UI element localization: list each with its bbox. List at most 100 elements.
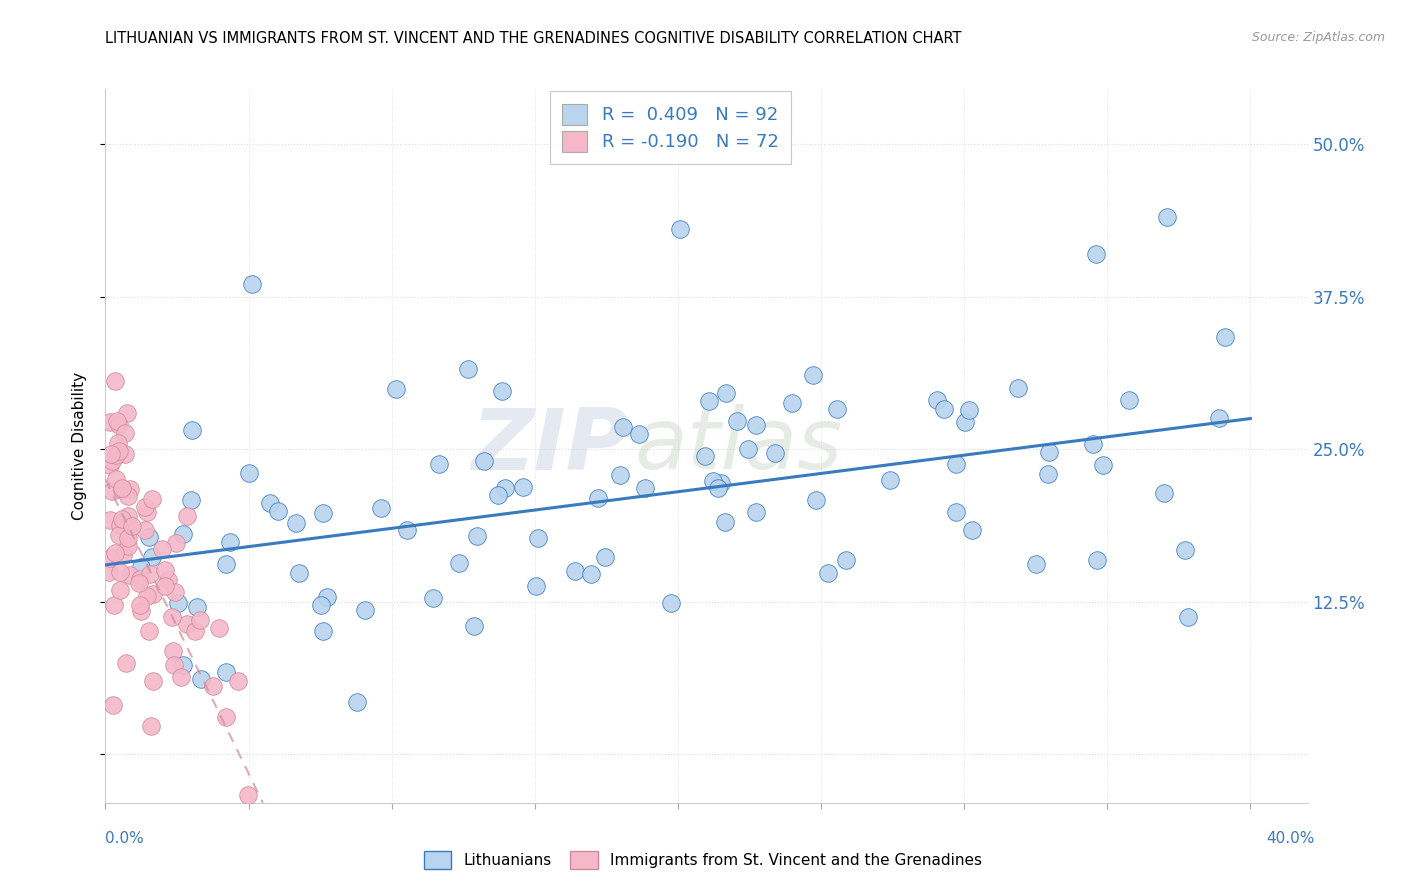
Point	[1007, 381, 1029, 395]
Point	[512, 480, 534, 494]
Point	[98, 566, 121, 580]
Point	[218, 535, 240, 549]
Point	[180, 493, 202, 508]
Point	[111, 481, 134, 495]
Point	[162, 610, 184, 624]
Point	[1025, 557, 1047, 571]
Point	[472, 454, 495, 468]
Point	[101, 484, 124, 499]
Point	[1156, 211, 1178, 225]
Point	[156, 573, 179, 587]
Point	[98, 512, 121, 526]
Point	[100, 447, 122, 461]
Point	[1174, 543, 1197, 558]
Point	[311, 624, 333, 639]
Point	[745, 418, 768, 433]
Point	[121, 518, 143, 533]
Point	[98, 458, 121, 472]
Legend: Lithuanians, Immigrants from St. Vincent and the Grenadines: Lithuanians, Immigrants from St. Vincent…	[418, 845, 988, 875]
Point	[669, 222, 692, 236]
Point	[117, 508, 139, 523]
Point	[1208, 411, 1230, 425]
Point	[139, 719, 162, 733]
Point	[1092, 458, 1115, 472]
Point	[114, 425, 136, 440]
Point	[118, 482, 141, 496]
Point	[169, 670, 191, 684]
Point	[780, 396, 803, 410]
Point	[103, 374, 125, 388]
Point	[117, 516, 139, 531]
Text: LITHUANIAN VS IMMIGRANTS FROM ST. VINCENT AND THE GRENADINES COGNITIVE DISABILIT: LITHUANIAN VS IMMIGRANTS FROM ST. VINCEN…	[105, 31, 962, 46]
Point	[240, 277, 263, 292]
Point	[134, 523, 156, 537]
Point	[312, 506, 335, 520]
Point	[527, 531, 550, 545]
Point	[1213, 329, 1236, 343]
Point	[117, 531, 139, 545]
Point	[108, 582, 131, 597]
Point	[447, 556, 470, 570]
Point	[138, 624, 160, 638]
Point	[429, 457, 451, 471]
Point	[716, 386, 738, 401]
Point	[879, 473, 901, 487]
Point	[176, 616, 198, 631]
Point	[172, 657, 194, 672]
Point	[707, 481, 730, 495]
Point	[117, 539, 139, 553]
Point	[153, 563, 176, 577]
Point	[215, 557, 238, 571]
Text: 0.0%: 0.0%	[105, 831, 145, 846]
Point	[693, 449, 716, 463]
Point	[107, 436, 129, 450]
Point	[134, 500, 156, 514]
Point	[104, 448, 127, 462]
Point	[491, 384, 513, 399]
Point	[118, 568, 141, 582]
Point	[142, 674, 165, 689]
Point	[128, 575, 150, 590]
Point	[932, 401, 955, 416]
Point	[104, 546, 127, 560]
Point	[128, 598, 150, 612]
Text: Source: ZipAtlas.com: Source: ZipAtlas.com	[1251, 31, 1385, 45]
Point	[108, 443, 131, 458]
Point	[208, 621, 231, 635]
Point	[494, 481, 516, 495]
Point	[634, 481, 657, 495]
Point	[745, 505, 768, 519]
Point	[98, 551, 121, 566]
Point	[165, 536, 187, 550]
Point	[98, 415, 121, 429]
Point	[141, 550, 163, 565]
Point	[1036, 467, 1059, 481]
Point	[190, 613, 212, 627]
Y-axis label: Cognitive Disability: Cognitive Disability	[72, 372, 87, 520]
Point	[353, 603, 375, 617]
Point	[112, 548, 135, 562]
Point	[486, 488, 509, 502]
Point	[288, 566, 311, 580]
Text: 40.0%: 40.0%	[1267, 831, 1315, 846]
Point	[150, 541, 173, 556]
Point	[801, 368, 824, 383]
Point	[804, 492, 827, 507]
Point	[825, 402, 848, 417]
Point	[697, 394, 720, 409]
Legend: R =  0.409   N = 92, R = -0.190   N = 72: R = 0.409 N = 92, R = -0.190 N = 72	[550, 91, 792, 164]
Point	[1038, 445, 1060, 459]
Point	[1081, 437, 1104, 451]
Point	[1118, 392, 1140, 407]
Point	[945, 457, 967, 471]
Point	[104, 449, 127, 463]
Point	[172, 527, 194, 541]
Point	[180, 423, 202, 437]
Point	[238, 466, 260, 480]
Point	[238, 788, 260, 802]
Point	[111, 483, 134, 497]
Point	[765, 446, 787, 460]
Point	[111, 512, 134, 526]
Point	[163, 657, 186, 672]
Point	[709, 475, 731, 490]
